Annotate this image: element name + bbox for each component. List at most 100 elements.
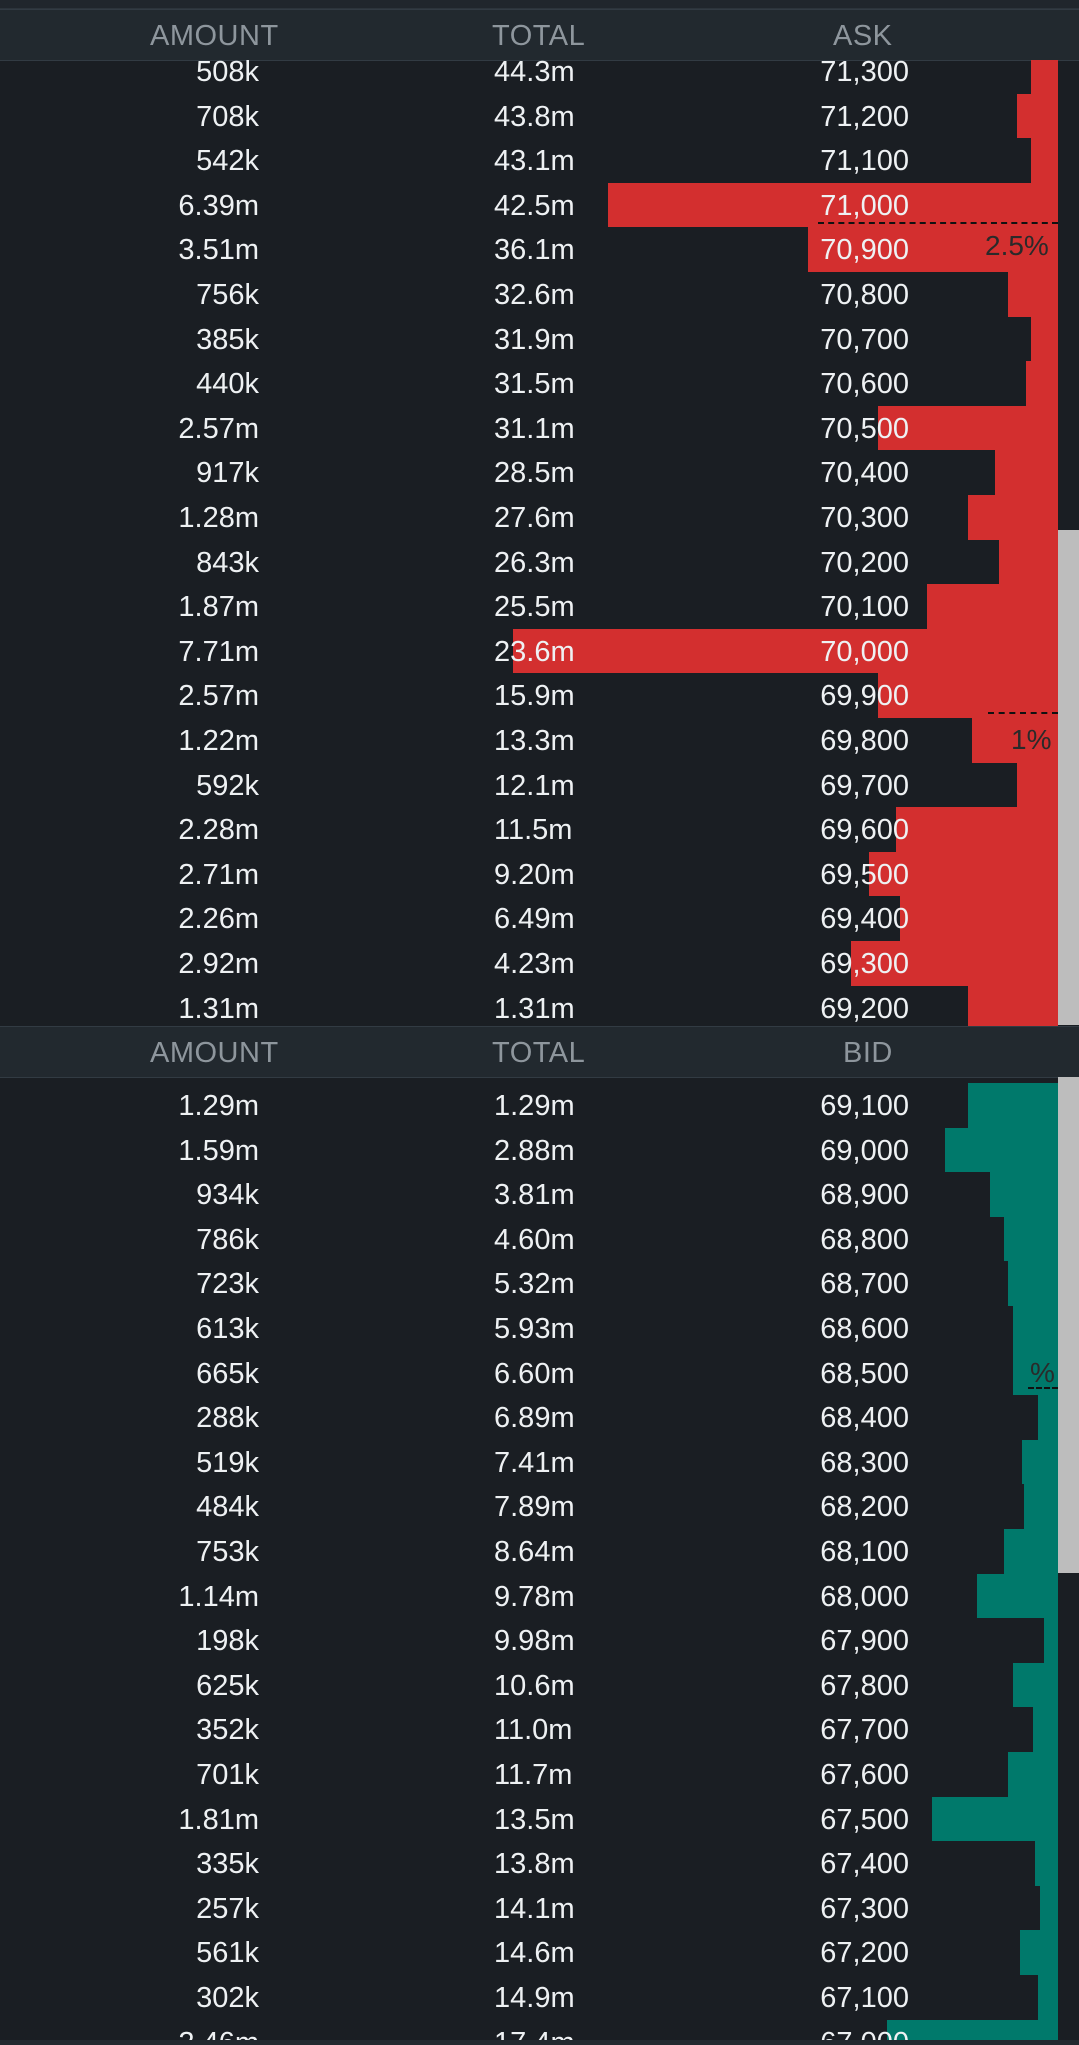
ask-row[interactable]: 1.28m 27.6m 70,300 xyxy=(0,495,1079,540)
bid-row[interactable]: 625k 10.6m 67,800 xyxy=(0,1662,1079,1708)
ask-row[interactable]: 6.39m 42.5m 71,000 xyxy=(0,182,1079,228)
ask-row[interactable]: 2.92m 4.23m 69,300 xyxy=(0,941,1079,986)
ask-price[interactable]: 70,300 xyxy=(820,502,909,534)
ask-price[interactable]: 70,400 xyxy=(820,457,909,490)
ask-row[interactable]: 2.71m 9.20m 69,500 xyxy=(0,851,1079,897)
bid-price[interactable]: 67,900 xyxy=(820,1625,909,1658)
ask-total: 6.49m xyxy=(494,903,575,936)
bid-price[interactable]: 69,000 xyxy=(820,1134,909,1167)
bid-row[interactable]: 753k 8.64m 68,100 xyxy=(0,1529,1079,1574)
ask-list[interactable]: 508k 44.3m 71,300 708k 43.8m 71,200 542k 43.1m 7… xyxy=(0,60,1079,1026)
bid-row[interactable]: 257k 14.1m 67,300 xyxy=(0,1885,1079,1931)
ask-header: AMOUNT TOTAL ASK xyxy=(0,9,1079,61)
bid-price[interactable]: 67,600 xyxy=(820,1759,909,1791)
bid-price[interactable]: 67,200 xyxy=(820,1937,909,1970)
ask-row[interactable]: 1.31m 1.31m 69,200 xyxy=(0,985,1079,1026)
ask-price[interactable]: 69,900 xyxy=(820,680,909,713)
bid-price[interactable]: 68,500 xyxy=(820,1357,909,1390)
ask-row[interactable]: 592k 12.1m 69,700 xyxy=(0,762,1079,808)
bid-price[interactable]: 67,700 xyxy=(820,1714,909,1747)
bid-row[interactable]: 198k 9.98m 67,900 xyxy=(0,1618,1079,1663)
ask-price[interactable]: 69,700 xyxy=(820,769,909,802)
ask-row[interactable]: 1.22m 13.3m 69,800 xyxy=(0,718,1079,763)
bid-row[interactable]: 1.81m 13.5m 67,500 xyxy=(0,1796,1079,1842)
ask-price[interactable]: 70,500 xyxy=(820,412,909,445)
ask-row[interactable]: 756k 32.6m 70,800 xyxy=(0,272,1079,317)
bid-price[interactable]: 67,300 xyxy=(820,1892,909,1925)
bid-row[interactable]: 352k 11.0m 67,700 xyxy=(0,1707,1079,1752)
bid-row[interactable]: 2.46m 17.4m 67,000 xyxy=(0,2019,1079,2040)
ask-row[interactable]: 708k 43.8m 71,200 xyxy=(0,93,1079,139)
bid-row[interactable]: 561k 14.6m 67,200 xyxy=(0,1930,1079,1975)
ask-row[interactable]: 2.26m 6.49m 69,400 xyxy=(0,896,1079,941)
ask-row[interactable]: 385k 31.9m 70,700 xyxy=(0,316,1079,362)
ask-scrollbar-thumb[interactable] xyxy=(1058,530,1079,1025)
ask-marker-far-label: 2.5% xyxy=(985,230,1049,261)
bid-price[interactable]: 67,100 xyxy=(820,1982,909,2014)
bid-price[interactable]: 68,700 xyxy=(820,1268,909,1301)
bid-row[interactable]: 1.29m 1.29m 69,100 xyxy=(0,1083,1079,1128)
ask-price[interactable]: 70,200 xyxy=(820,546,909,579)
ask-row[interactable]: 508k 44.3m 71,300 xyxy=(0,60,1079,94)
bid-row[interactable]: 786k 4.60m 68,800 xyxy=(0,1216,1079,1262)
ask-price[interactable]: 71,100 xyxy=(820,145,909,178)
ask-price[interactable]: 69,400 xyxy=(820,903,909,936)
bid-row[interactable]: 934k 3.81m 68,900 xyxy=(0,1172,1079,1217)
bid-price[interactable]: 68,300 xyxy=(820,1446,909,1479)
bid-price[interactable]: 67,500 xyxy=(820,1803,909,1836)
bid-price[interactable]: 67,400 xyxy=(820,1848,909,1881)
ask-price[interactable]: 71,000 xyxy=(820,189,909,222)
ask-row[interactable]: 2.28m 11.5m 69,600 xyxy=(0,807,1079,852)
bid-price[interactable]: 67,000 xyxy=(820,2028,909,2040)
ask-row[interactable]: 542k 43.1m 71,100 xyxy=(0,138,1079,183)
ask-price[interactable]: 69,500 xyxy=(820,858,909,891)
ask-row[interactable]: 2.57m 31.1m 70,500 xyxy=(0,405,1079,451)
bid-price[interactable]: 68,000 xyxy=(820,1580,909,1613)
ask-price[interactable]: 70,000 xyxy=(820,635,909,668)
bid-row[interactable]: 1.14m 9.78m 68,000 xyxy=(0,1573,1079,1619)
ask-price[interactable]: 70,600 xyxy=(820,368,909,401)
bid-price[interactable]: 68,600 xyxy=(820,1313,909,1345)
ask-row[interactable]: 3.51m 36.1m 70,900 xyxy=(0,227,1079,272)
bid-price[interactable]: 69,100 xyxy=(820,1090,909,1122)
ask-price[interactable]: 71,300 xyxy=(820,60,909,88)
ask-row[interactable]: 1.87m 25.5m 70,100 xyxy=(0,584,1079,629)
bid-row[interactable]: 288k 6.89m 68,400 xyxy=(0,1395,1079,1440)
ask-price[interactable]: 70,800 xyxy=(820,279,909,311)
top-edge xyxy=(0,0,1079,9)
ask-price[interactable]: 71,200 xyxy=(820,100,909,133)
ask-price[interactable]: 69,200 xyxy=(820,992,909,1025)
bid-price[interactable]: 68,800 xyxy=(820,1223,909,1256)
bid-row[interactable]: 701k 11.7m 67,600 xyxy=(0,1752,1079,1797)
bid-price[interactable]: 67,800 xyxy=(820,1669,909,1702)
ask-row[interactable]: 917k 28.5m 70,400 xyxy=(0,450,1079,495)
ask-price[interactable]: 69,300 xyxy=(820,948,909,980)
ask-depth-bar xyxy=(1017,93,1058,139)
ask-price[interactable]: 69,800 xyxy=(820,725,909,757)
bid-price[interactable]: 68,400 xyxy=(820,1402,909,1435)
bid-row[interactable]: 302k 14.9m 67,100 xyxy=(0,1975,1079,2020)
bid-price[interactable]: 68,100 xyxy=(820,1536,909,1568)
bid-row[interactable]: 665k 6.60m 68,500 xyxy=(0,1350,1079,1396)
bid-row[interactable]: 335k 13.8m 67,400 xyxy=(0,1841,1079,1886)
bid-row[interactable]: 484k 7.89m 68,200 xyxy=(0,1484,1079,1529)
ask-row[interactable]: 7.71m 23.6m 70,000 xyxy=(0,628,1079,674)
bid-row[interactable]: 723k 5.32m 68,700 xyxy=(0,1261,1079,1306)
ask-row[interactable]: 2.57m 15.9m 69,900 xyxy=(0,673,1079,718)
bid-amount: 786k xyxy=(196,1223,259,1256)
ask-price[interactable]: 70,100 xyxy=(820,591,909,624)
bid-row[interactable]: 613k 5.93m 68,600 xyxy=(0,1306,1079,1351)
bid-list[interactable]: 1.29m 1.29m 69,100 1.59m 2.88m 69,000 934k 3.81… xyxy=(0,1077,1079,2040)
ask-price[interactable]: 70,900 xyxy=(820,234,909,267)
ask-row[interactable]: 440k 31.5m 70,600 xyxy=(0,361,1079,406)
ask-row[interactable]: 843k 26.3m 70,200 xyxy=(0,539,1079,585)
bid-row[interactable]: 1.59m 2.88m 69,000 xyxy=(0,1127,1079,1173)
ask-price[interactable]: 70,700 xyxy=(820,323,909,356)
bid-total: 13.8m xyxy=(494,1848,575,1881)
bid-scrollbar-thumb[interactable] xyxy=(1058,1077,1079,1573)
bid-amount: 484k xyxy=(196,1491,259,1524)
bid-price[interactable]: 68,200 xyxy=(820,1491,909,1524)
ask-price[interactable]: 69,600 xyxy=(820,814,909,847)
bid-row[interactable]: 519k 7.41m 68,300 xyxy=(0,1439,1079,1485)
bid-price[interactable]: 68,900 xyxy=(820,1179,909,1212)
